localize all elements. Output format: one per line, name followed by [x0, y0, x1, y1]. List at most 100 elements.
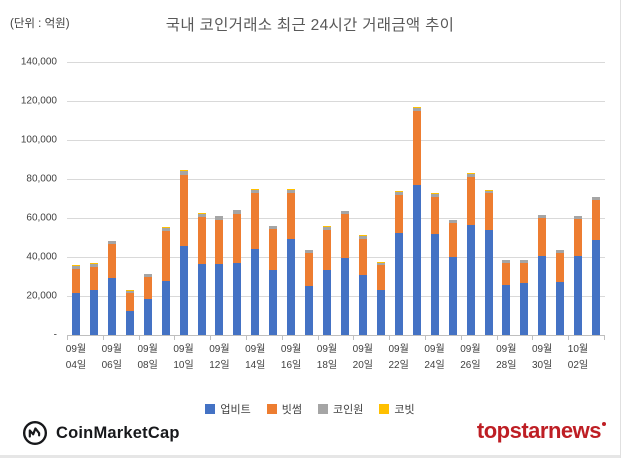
bar-slot — [480, 62, 498, 335]
bar-segment-업비트 — [269, 270, 278, 335]
bar-slot — [211, 62, 229, 335]
bar-slot — [426, 62, 444, 335]
bar-segment-코인원 — [269, 226, 278, 230]
bar-segment-업비트 — [502, 284, 511, 335]
bar-segment-코인원 — [412, 107, 421, 112]
bar-slot — [282, 62, 300, 335]
bar-slot — [157, 62, 175, 335]
y-tick-label: 140,000 — [20, 56, 57, 68]
bar-segment-코빗 — [376, 262, 385, 263]
bar-segment-빗썸 — [556, 252, 565, 282]
stacked-bar — [556, 249, 565, 335]
x-tick-line2: 14일 — [245, 360, 266, 371]
stacked-bar — [269, 225, 278, 335]
bar-segment-코빗 — [412, 106, 421, 108]
bar-segment-업비트 — [287, 238, 296, 335]
chart-legend: 업비트 빗썸 코인원 코빗 — [0, 401, 620, 417]
bar-segment-업비트 — [538, 256, 547, 335]
bar-segment-빗썸 — [287, 192, 296, 239]
legend-item-빗썸: 빗썸 — [266, 401, 302, 417]
bar-segment-빗썸 — [179, 175, 188, 247]
stacked-bar — [430, 193, 439, 335]
x-tick-line1: 09월 — [173, 344, 194, 355]
y-tick-label: - — [53, 329, 57, 341]
bars-container — [67, 62, 605, 335]
bar-segment-코인원 — [143, 274, 152, 278]
bar-segment-업비트 — [376, 290, 385, 335]
x-tick-line1: 09월 — [352, 344, 373, 355]
x-tick-label: 09월 04일 — [58, 342, 94, 374]
stacked-bar — [197, 213, 206, 335]
stacked-bar — [161, 227, 170, 335]
x-tick-line2: 06일 — [101, 360, 122, 371]
chart-title: 국내 코인거래소 최근 24시간 거래금액 추이 — [165, 17, 455, 34]
bar-slot — [300, 62, 318, 335]
x-tick-line2: 08일 — [137, 360, 158, 371]
axis-tick — [532, 336, 568, 340]
axis-tick — [102, 336, 139, 340]
bar-segment-코인원 — [502, 260, 511, 263]
y-tick-label: 120,000 — [20, 95, 57, 107]
bar-segment-빗썸 — [592, 199, 601, 240]
x-tick-label: 09월 12일 — [201, 342, 237, 374]
bar-slot — [515, 62, 533, 335]
gridline — [67, 62, 605, 63]
bar-segment-업비트 — [233, 263, 242, 335]
gridline — [67, 140, 605, 141]
axis-tick — [281, 336, 318, 340]
y-tick-label: 60,000 — [26, 212, 57, 224]
axis-tick — [460, 336, 497, 340]
x-tick-label: 09월 08일 — [130, 342, 166, 374]
bar-segment-빗썸 — [125, 293, 134, 311]
axis-tick — [67, 336, 103, 340]
bar-segment-코빗 — [125, 290, 134, 291]
legend-swatch — [379, 404, 390, 414]
x-tick-label: 09월 26일 — [452, 342, 488, 374]
bar-segment-코빗 — [323, 226, 332, 228]
bar-segment-업비트 — [107, 278, 116, 335]
bar-segment-빗썸 — [376, 265, 385, 291]
unit-label: (단위 : 억원) — [10, 18, 70, 30]
stacked-bar — [466, 173, 475, 335]
bar-segment-업비트 — [89, 290, 98, 335]
bar-segment-코인원 — [197, 213, 206, 218]
bar-segment-코인원 — [89, 263, 98, 267]
legend-item-업비트: 업비트 — [205, 401, 251, 417]
bar-segment-코인원 — [520, 260, 529, 263]
x-tick-line2: 04일 — [65, 360, 87, 371]
bar-segment-코빗 — [89, 263, 98, 264]
bar-segment-코빗 — [502, 259, 511, 261]
y-tick-label: 40,000 — [26, 251, 57, 263]
bar-segment-코빗 — [358, 235, 367, 237]
bar-slot — [408, 62, 426, 335]
stacked-bar — [71, 265, 80, 335]
x-tick-label: 09월 30일 — [524, 342, 560, 374]
legend-item-코빗: 코빗 — [379, 401, 415, 417]
bar-segment-코인원 — [215, 216, 224, 220]
x-tick-label: 09월 10일 — [166, 342, 202, 374]
bar-segment-업비트 — [520, 282, 529, 335]
bar-slot — [551, 62, 569, 335]
bar-segment-빗썸 — [520, 262, 529, 283]
axis-tick — [245, 336, 282, 340]
bar-slot — [533, 62, 551, 335]
stacked-bar — [305, 249, 314, 335]
y-tick-label: 20,000 — [26, 290, 57, 302]
legend-swatch — [318, 404, 328, 414]
bar-slot — [139, 62, 157, 335]
bar-segment-코인원 — [394, 191, 403, 195]
bar-segment-코인원 — [358, 236, 367, 239]
bar-segment-코빗 — [484, 189, 493, 191]
stacked-bar — [125, 290, 134, 335]
stacked-bar — [394, 191, 403, 335]
bar-segment-코빗 — [233, 209, 242, 211]
x-tick-line2: 22일 — [388, 360, 409, 371]
axis-tick — [210, 336, 246, 340]
x-tick-line1: 09월 — [460, 344, 481, 355]
bar-segment-코빗 — [251, 188, 260, 190]
bar-segment-코빗 — [215, 215, 224, 217]
bar-segment-업비트 — [466, 225, 475, 335]
axis-tick — [424, 336, 461, 340]
bar-segment-업비트 — [448, 257, 457, 335]
